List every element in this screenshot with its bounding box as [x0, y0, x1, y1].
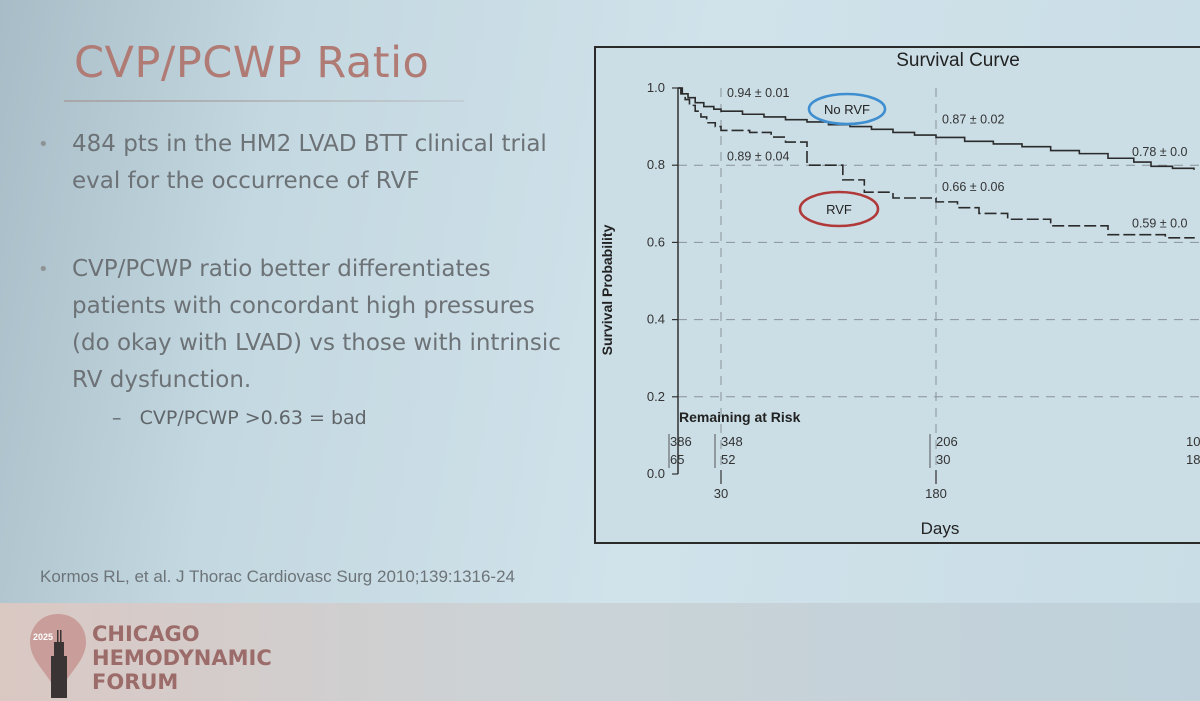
survival-value-label: 0.59 ± 0.0 — [1132, 217, 1188, 231]
slide-title: CVP/PCWP Ratio — [74, 38, 430, 88]
sub-bullet-text: CVP/PCWP >0.63 = bad — [139, 407, 367, 429]
rvf-survival-curve — [678, 87, 1195, 239]
y-axis-label: Survival Probability — [599, 224, 615, 355]
survival-value-label: 0.89 ± 0.04 — [727, 149, 790, 163]
survival-value-label: 0.66 ± 0.06 — [942, 180, 1005, 194]
risk-count-no-rvf: 386 — [670, 434, 692, 449]
risk-count-rvf: 52 — [721, 452, 735, 467]
bullet-1: • 484 pts in the HM2 LVAD BTT clinical t… — [38, 126, 568, 200]
forum-line-3: FORUM — [92, 670, 179, 694]
risk-count-rvf: 30 — [936, 452, 950, 467]
citation: Kormos RL, et al. J Thorac Cardiovasc Su… — [40, 567, 516, 586]
forum-name: CHICAGO HEMODYNAMIC FORUM — [92, 622, 272, 694]
bullet-dot: • — [38, 134, 49, 155]
legend-no-rvf-label: No RVF — [824, 102, 870, 117]
no-rvf-survival-curve — [678, 87, 1195, 170]
survival-chart-panel: Survival Curve Survival Probability Days… — [594, 46, 1200, 544]
forum-line-1: CHICAGO — [92, 622, 200, 646]
bullet-2: • CVP/PCWP ratio better differentiates p… — [38, 251, 568, 399]
risk-count-rvf: 65 — [670, 452, 684, 467]
y-tick-label: 0.0 — [647, 466, 665, 481]
bullet-1-text: 484 pts in the HM2 LVAD BTT clinical tri… — [72, 131, 547, 194]
legend-rvf-outline — [798, 190, 880, 228]
survival-value-label: 0.94 ± 0.01 — [727, 86, 790, 100]
survival-chart: Survival Curve Survival Probability Days… — [599, 50, 1200, 538]
y-tick-label: 0.4 — [647, 312, 665, 327]
risk-count-no-rvf: 206 — [936, 434, 958, 449]
y-tick-label: 0.8 — [647, 157, 665, 172]
bullet-dot: • — [38, 259, 49, 280]
survival-value-label: 0.78 ± 0.0 — [1132, 145, 1188, 159]
bullet-2-text: CVP/PCWP ratio better differentiates pat… — [72, 256, 561, 393]
sub-bullet: – CVP/PCWP >0.63 = bad — [112, 407, 367, 429]
risk-count-rvf: 18 — [1186, 452, 1200, 467]
y-tick-label: 0.2 — [647, 389, 665, 404]
survival-value-label: 0.87 ± 0.02 — [942, 112, 1005, 126]
x-axis-label: Days — [921, 519, 960, 538]
legend-rvf-label: RVF — [826, 202, 852, 217]
remaining-at-risk-title: Remaining at Risk — [679, 409, 801, 425]
risk-count-no-rvf: 10 — [1186, 434, 1200, 449]
forum-line-2: HEMODYNAMIC — [92, 646, 272, 670]
x-tick-label: 180 — [925, 486, 947, 501]
forum-logo: 2025 — [30, 614, 86, 698]
y-tick-label: 0.6 — [647, 234, 665, 249]
legend-rvf: RVF — [798, 190, 880, 228]
risk-count-no-rvf: 348 — [721, 434, 743, 449]
title-divider — [64, 100, 464, 102]
y-tick-label: 1.0 — [647, 80, 665, 95]
legend-no-rvf-outline — [807, 92, 887, 126]
legend-no-rvf: No RVF — [807, 92, 887, 126]
footer-band — [0, 603, 1200, 701]
sub-bullet-dash: – — [112, 407, 122, 429]
logo-year: 2025 — [33, 632, 53, 642]
chart-title: Survival Curve — [896, 50, 1020, 71]
x-tick-label: 30 — [714, 486, 728, 501]
